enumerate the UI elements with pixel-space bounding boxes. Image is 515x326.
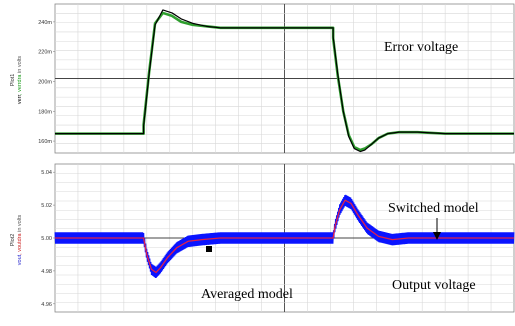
- top-gridlines: [55, 4, 514, 153]
- top-series-group: [55, 9, 514, 153]
- annotation-averaged-model: Averaged model: [201, 287, 293, 302]
- top-y-axis-label: verr, verrdra in volts: [17, 56, 23, 105]
- top-plot-panel: 240m 220m 200m 180m 160m Plot1 verr, verrdra…: [10, 3, 515, 154]
- top-y-tick-label: 240m: [38, 20, 52, 26]
- top-y-axis-label-part: in volts: [17, 56, 23, 75]
- bottom-y-ticks: 5.04 5.02 5.00 4.98 4.96: [41, 170, 55, 308]
- top-y-tick-label: 200m: [38, 79, 52, 85]
- bottom-plot-name: Plot2: [10, 234, 16, 247]
- series-line-switched: [55, 9, 514, 153]
- bottom-y-tick-label: 4.98: [41, 269, 52, 275]
- switched-model-arrow-head: [433, 232, 441, 240]
- top-y-axis-label-part: , verrdra: [17, 74, 23, 95]
- series-line-averaged: [55, 199, 514, 274]
- annotation-error-voltage: Error voltage: [384, 40, 458, 55]
- bottom-y-tick-label: 5.04: [41, 170, 52, 176]
- bottom-y-axis-label-part: vout: [17, 254, 23, 265]
- annotation-output-voltage: Output voltage: [392, 278, 476, 293]
- top-y-axis-label-part: verr: [17, 95, 23, 105]
- top-y-tick-label: 220m: [38, 50, 52, 56]
- top-y-tick-label: 160m: [38, 139, 52, 145]
- bottom-annotation-overlay: [206, 218, 441, 252]
- bottom-y-tick-label: 5.00: [41, 236, 52, 242]
- bottom-y-axis-label: vout, voutdra in volts: [17, 215, 23, 266]
- top-y-ticks: 240m 220m 200m 180m 160m: [38, 20, 55, 145]
- bottom-y-axis-label-part: in volts: [17, 215, 23, 234]
- top-plot-name: Plot1: [10, 74, 16, 87]
- averaged-model-marker: [206, 246, 212, 252]
- annotation-switched-model: Switched model: [388, 201, 479, 216]
- bottom-plot-panel: 5.04 5.02 5.00 4.98 4.96 Plot2 vout, voutdra…: [10, 163, 515, 313]
- bottom-y-tick-label: 5.02: [41, 203, 52, 209]
- bottom-y-tick-label: 4.96: [41, 302, 52, 308]
- bottom-y-axis-label-part: , voutdra: [17, 232, 23, 254]
- top-y-tick-label: 180m: [38, 109, 52, 115]
